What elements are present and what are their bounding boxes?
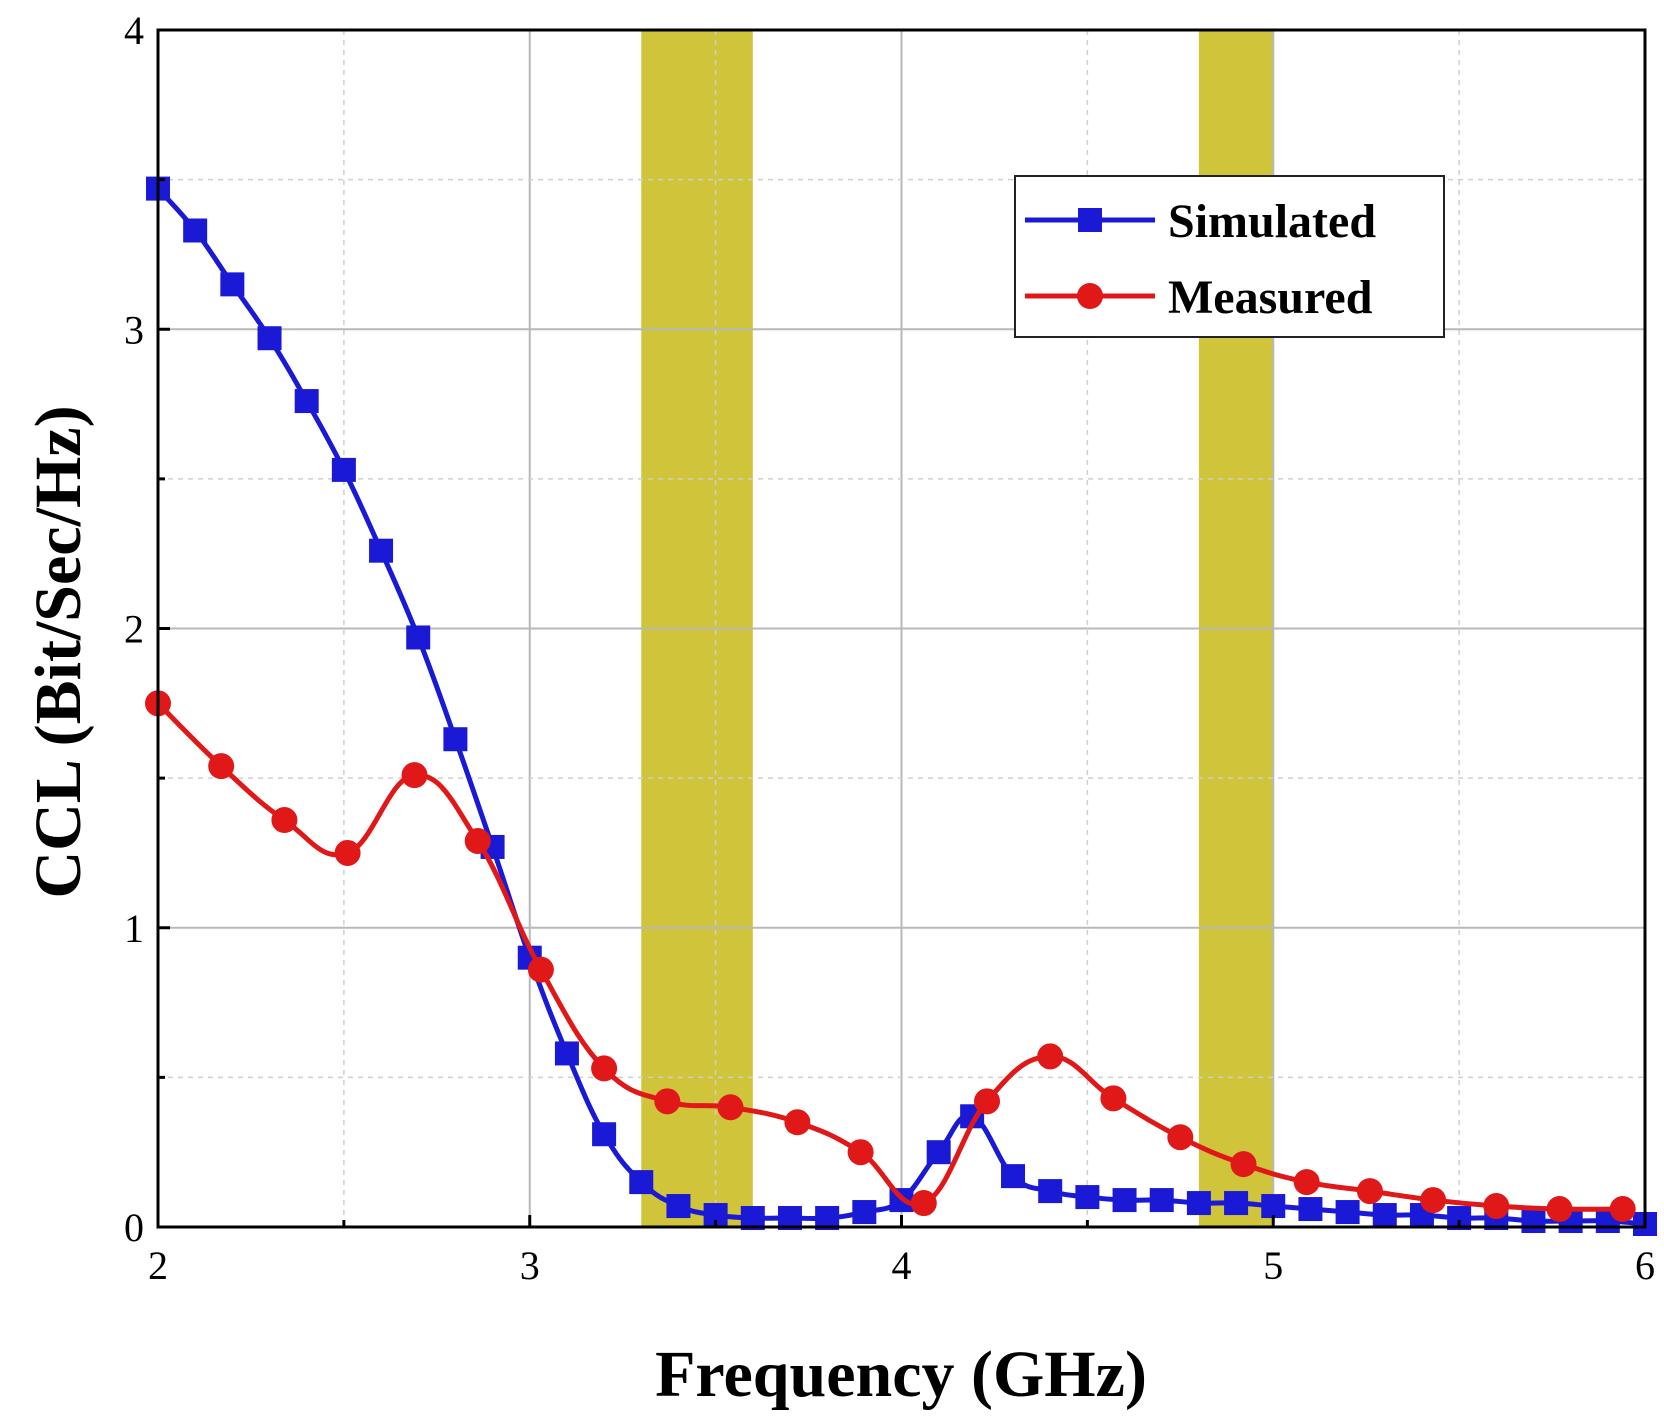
measured-point xyxy=(1037,1043,1064,1070)
measured-point xyxy=(1167,1124,1194,1151)
measured-point xyxy=(654,1088,681,1115)
y-tick-label: 4 xyxy=(124,8,144,53)
simulated-point xyxy=(1298,1197,1323,1222)
series-line-measured xyxy=(156,701,1623,1212)
simulated-point xyxy=(629,1170,654,1195)
y-tick-label: 3 xyxy=(124,307,144,352)
series-measured xyxy=(145,690,1636,1223)
legend-marker-circle xyxy=(1077,283,1103,309)
simulated-point xyxy=(1186,1191,1211,1216)
axis-ticks xyxy=(156,28,1647,1229)
measured-point xyxy=(847,1139,874,1166)
y-tick-label: 0 xyxy=(124,1205,144,1250)
y-tick-label: 2 xyxy=(124,607,144,652)
tick-labels: 2 3 4 5 6 0 1 2 3 4 xyxy=(124,8,1655,1288)
measured-point xyxy=(464,827,491,854)
legend-label: Simulated xyxy=(1168,195,1376,248)
legend-item-simulated: Simulated xyxy=(1025,195,1376,248)
measured-point xyxy=(1546,1196,1573,1223)
simulated-point xyxy=(1224,1191,1249,1216)
simulated-point xyxy=(1521,1209,1546,1234)
measured-point xyxy=(717,1094,744,1121)
simulated-point xyxy=(294,389,319,414)
measured-point xyxy=(1483,1193,1510,1220)
simulated-point xyxy=(1149,1188,1174,1213)
simulated-point xyxy=(1372,1203,1397,1228)
simulated-point xyxy=(1261,1194,1286,1219)
simulated-point xyxy=(554,1041,579,1066)
measured-point xyxy=(527,956,554,983)
measured-point xyxy=(1293,1169,1320,1196)
x-tick-label: 3 xyxy=(520,1243,540,1288)
simulated-point xyxy=(1001,1164,1026,1189)
y-tick-label: 1 xyxy=(124,906,144,951)
measured-point xyxy=(1230,1151,1257,1178)
x-tick-label: 6 xyxy=(1635,1243,1655,1288)
measured-point xyxy=(974,1088,1001,1115)
simulated-point xyxy=(852,1200,877,1225)
measured-point xyxy=(208,753,235,780)
measured-point xyxy=(1356,1178,1383,1205)
x-tick-label: 4 xyxy=(892,1243,912,1288)
x-tick-label: 5 xyxy=(1263,1243,1283,1288)
measured-point xyxy=(1100,1085,1127,1112)
measured-point xyxy=(1609,1196,1636,1223)
simulated-point xyxy=(1112,1188,1137,1213)
simulated-point xyxy=(183,218,208,243)
simulated-point xyxy=(666,1194,691,1219)
legend-box xyxy=(1014,175,1445,338)
legend-label: Measured xyxy=(1168,271,1373,324)
measured-point xyxy=(591,1055,618,1082)
simulated-point xyxy=(369,538,394,563)
simulated-point xyxy=(406,625,431,650)
simulated-point xyxy=(1335,1200,1360,1225)
simulated-point xyxy=(331,457,356,482)
measured-point xyxy=(910,1190,937,1217)
measured-point xyxy=(334,839,361,866)
simulated-point xyxy=(592,1122,617,1147)
legend-marker-square xyxy=(1078,208,1102,232)
simulated-point xyxy=(926,1140,951,1165)
x-tick-label: 2 xyxy=(148,1243,168,1288)
measured-point xyxy=(784,1109,811,1136)
y-axis-title: CCL (Bit/Sec/Hz) xyxy=(22,405,95,898)
simulated-point xyxy=(443,727,468,752)
legend: Simulated Measured xyxy=(1014,175,1445,338)
simulated-point xyxy=(1038,1179,1063,1204)
measured-point xyxy=(1420,1187,1447,1214)
measured-point xyxy=(271,807,298,834)
measured-point xyxy=(401,762,428,789)
simulated-point xyxy=(220,272,245,297)
simulated-point xyxy=(1075,1185,1100,1210)
simulated-point xyxy=(257,326,282,351)
legend-item-measured: Measured xyxy=(1025,271,1373,324)
x-axis-title: Frequency (GHz) xyxy=(655,1338,1147,1411)
